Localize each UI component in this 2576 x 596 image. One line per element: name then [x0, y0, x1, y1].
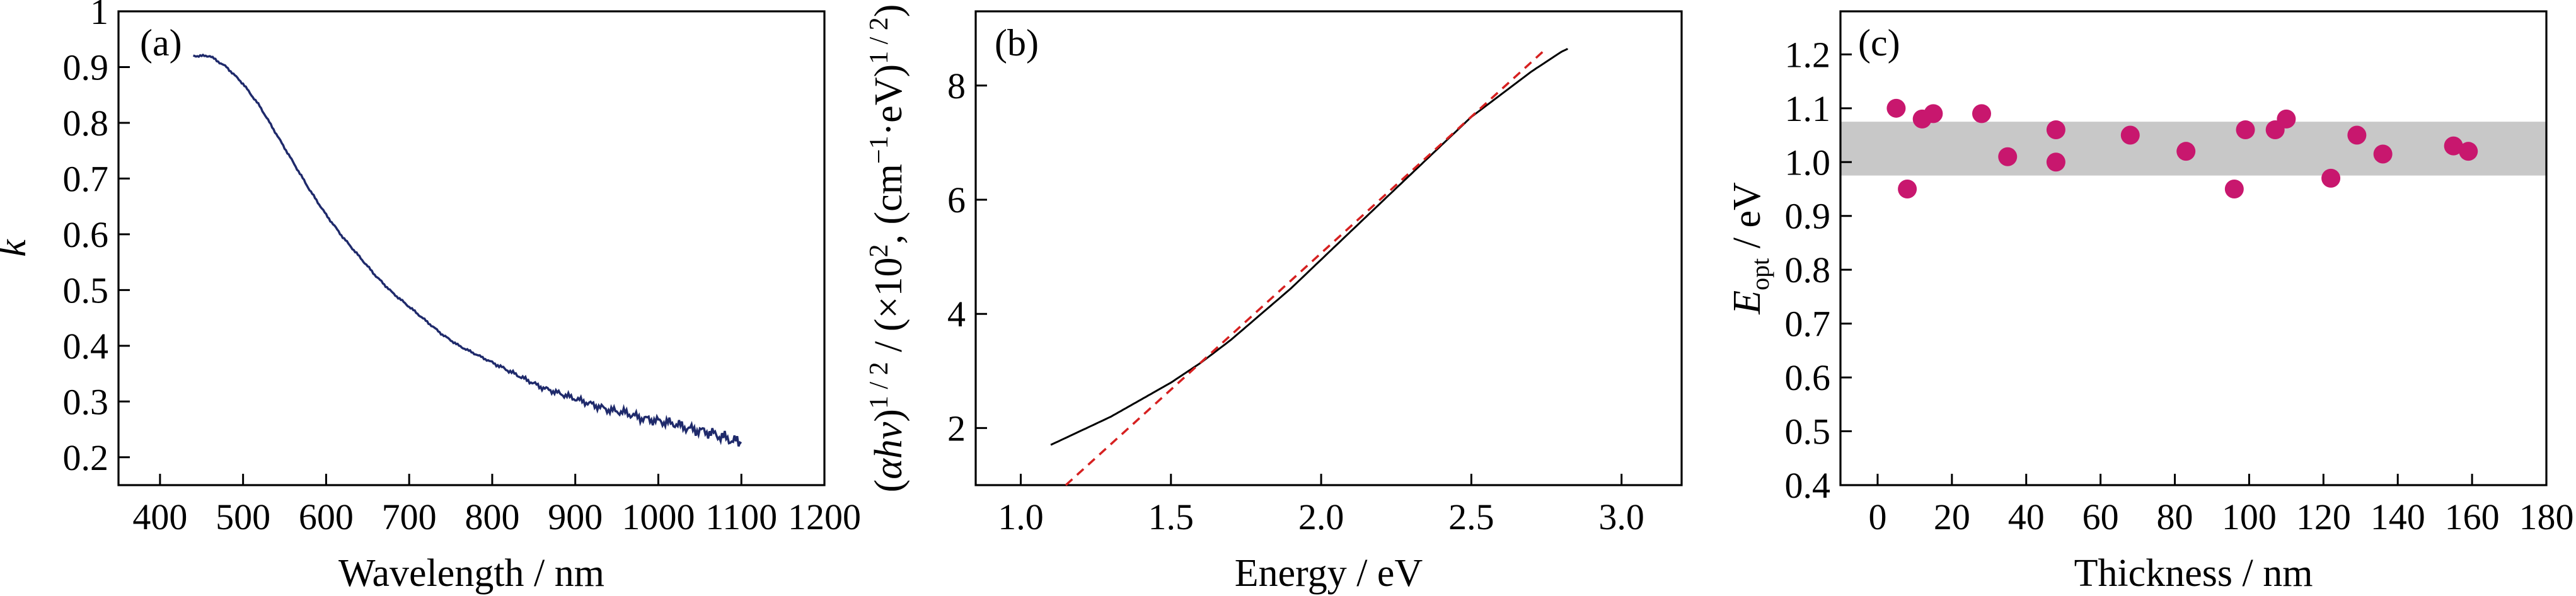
panel-c-data-point: [2236, 120, 2255, 139]
panel-b-y-axis-title: (αhν)1 / 2 / (×102, (cm−1·eV)1 / 2): [865, 4, 910, 493]
panel-c-x-tick-label: 0: [1868, 496, 1886, 537]
panel-b-x-axis-title: Energy / eV: [1235, 552, 1423, 595]
panel-a-y-tick-label: 0.3: [63, 381, 109, 422]
panel-c-x-axis-title: Thickness / nm: [2074, 552, 2313, 595]
panel-a-y-axis-title: k: [0, 239, 34, 257]
panel-c: 0 20 40 60 80 100 120 140 160 180 0.4 0.5 0.6 0.7 0.8 0…: [1726, 10, 2574, 595]
panel-a-x-tick-label: 400: [132, 496, 187, 537]
panel-b-frame: [974, 10, 1683, 486]
panel-c-frame: [1839, 10, 2548, 486]
panel-c-data-point: [2459, 142, 2478, 161]
panel-c-y-tick-label: 0.8: [1785, 249, 1831, 290]
panel-b-x-tick-label: 2.5: [1448, 496, 1494, 537]
panel-c-data-point: [1972, 104, 1991, 123]
panel-a-y-tick-label: 0.9: [63, 47, 109, 88]
panel-a-series-line: [192, 53, 742, 447]
panel-a-x-tick-label: 1100: [705, 496, 777, 537]
panel-c-data-point: [2046, 152, 2065, 172]
panel-c-y-tick-label: 1.2: [1785, 34, 1831, 75]
panel-a-x-tick-label: 600: [299, 496, 354, 537]
panel-a-y-tick-label: 0.2: [63, 437, 109, 478]
panel-b-fit-line: [1065, 47, 1547, 486]
panel-c-data-point: [2046, 120, 2065, 139]
panel-a-x-tick-label: 800: [465, 496, 519, 537]
panel-c-x-tick-label: 160: [2445, 496, 2500, 537]
panel-c-data-point: [1886, 98, 1906, 118]
panel-c-points: [1886, 98, 2478, 198]
panel-c-y-tick-label: 0.6: [1785, 357, 1831, 398]
panel-c-data-point: [2321, 168, 2341, 188]
panel-c-data-point: [2224, 180, 2244, 198]
panel-b-y-tick-label: 6: [947, 180, 966, 221]
panel-c-x-tick-label: 20: [1934, 496, 1970, 537]
panel-c-y-axis-title: Eopt / eV: [1726, 182, 1774, 315]
panel-c-y-tick-label: 0.7: [1785, 304, 1831, 345]
panel-c-y-tick-label: 0.5: [1785, 411, 1831, 452]
panel-c-x-tick-label: 100: [2222, 496, 2277, 537]
panel-c-x-tick-label: 140: [2371, 496, 2425, 537]
panel-b-x-tick-label: 3.0: [1598, 496, 1644, 537]
panel-c-data-point: [2373, 144, 2393, 164]
panel-b-y-tick-label: 4: [947, 294, 966, 335]
panel-b-x-tick-label: 1.5: [1148, 496, 1194, 537]
panel-b-data-line: [1050, 48, 1569, 446]
panel-c-label: (c): [1858, 22, 1900, 64]
panel-a-ticks: [118, 10, 826, 485]
panel-b-y-tick-label: 2: [947, 408, 966, 449]
panel-c-data-point: [2120, 125, 2140, 145]
panel-c-data-point: [1924, 104, 1943, 123]
panel-c-y-tick-label: 1.1: [1785, 88, 1831, 129]
panel-c-y-tick-label: 0.4: [1785, 465, 1831, 506]
panel-c-y-tick-label: 1.0: [1785, 142, 1831, 183]
panel-c-data-point: [1898, 180, 1917, 198]
panel-a-x-tick-label: 900: [548, 496, 603, 537]
panel-c-data-point: [2176, 142, 2196, 161]
panel-a-x-axis-title: Wavelength / nm: [338, 552, 604, 595]
panel-a-label: (a): [140, 22, 182, 64]
panel-a-x-tick-label: 500: [216, 496, 270, 537]
panel-b-tick-labels: 1.0 1.5 2.0 2.5 3.0 2 4 6 8: [947, 66, 1644, 537]
panel-c-x-tick-label: 120: [2296, 496, 2351, 537]
panel-a-x-tick-label: 1200: [788, 496, 861, 537]
panel-c-ticks: [1840, 53, 2548, 486]
panel-a-frame: [117, 10, 826, 486]
panel-a-x-tick-label: 1000: [621, 496, 695, 537]
panel-c-x-tick-label: 180: [2519, 496, 2574, 537]
panel-c-data-point: [2347, 125, 2367, 145]
panel-a-x-tick-label: 700: [382, 496, 437, 537]
panel-a-y-tick-label: 0.4: [63, 326, 109, 367]
panel-c-data-point: [2444, 136, 2463, 156]
panel-c-x-tick-label: 60: [2082, 496, 2119, 537]
panel-a-tick-labels: 400 500 600 700 800 900 1000 1100 1200 0.2 0.3 0.4 0…: [63, 0, 862, 537]
panel-a-y-tick-label: 1: [90, 0, 108, 32]
panel-a: 400 500 600 700 800 900 1000 1100 1200 0.2 0.3 0.4 0…: [0, 0, 861, 595]
panel-c-tick-labels: 0 20 40 60 80 100 120 140 160 180 0.4 0.5 0.6 0.7 0.8 0…: [1785, 34, 2574, 537]
panel-c-x-tick-label: 40: [2008, 496, 2045, 537]
panel-b-x-tick-label: 1.0: [998, 496, 1044, 537]
panel-b-y-tick-label: 8: [947, 66, 966, 106]
panel-c-y-tick-label: 0.9: [1785, 196, 1831, 237]
panel-b-label: (b): [995, 22, 1039, 64]
panel-b-x-tick-label: 2.0: [1298, 496, 1344, 537]
panel-b-ticks: [976, 84, 1623, 485]
panel-a-y-tick-label: 0.8: [63, 103, 109, 144]
panel-b: 1.0 1.5 2.0 2.5 3.0 2 4 6 8 (b) Energy / eV (αhν…: [865, 4, 1683, 595]
panel-a-y-tick-label: 0.6: [63, 214, 109, 255]
panel-a-y-tick-label: 0.7: [63, 158, 109, 199]
panel-c-x-tick-label: 80: [2157, 496, 2193, 537]
panel-c-data-point: [2277, 109, 2296, 129]
panel-a-y-tick-label: 0.5: [63, 270, 109, 311]
panel-c-data-point: [1998, 147, 2018, 166]
